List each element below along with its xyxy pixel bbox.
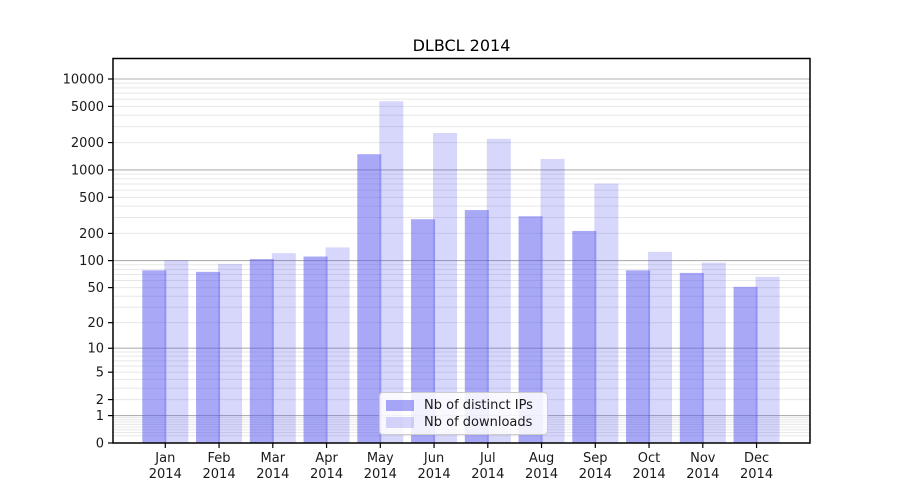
legend-swatch-distinct-ips: [386, 399, 414, 411]
bar-ips-Apr: [303, 256, 328, 443]
bar-downloads-Oct: [648, 251, 673, 443]
bar-downloads-Jan: [164, 260, 189, 443]
bar-downloads-Nov: [701, 262, 726, 443]
legend: Nb of distinct IPs Nb of downloads: [379, 392, 548, 435]
bar-downloads-May: [379, 101, 404, 443]
bar-ips-Sep: [572, 230, 597, 443]
bar-downloads-Jun: [433, 132, 458, 443]
x-tick-label-Oct: Oct 2014: [633, 451, 666, 482]
y-tick-label-1: 1: [96, 409, 104, 424]
y-tick-label-100: 100: [79, 254, 104, 269]
legend-swatch-downloads: [386, 416, 414, 428]
y-tick-label-0: 0: [96, 437, 104, 452]
legend-label-distinct-ips: Nb of distinct IPs: [424, 397, 533, 413]
bar-ips-Feb: [196, 271, 221, 443]
y-tick-label-2000: 2000: [71, 136, 104, 151]
x-tick-label-Jul: Jul 2014: [471, 451, 504, 482]
x-tick-label-Mar: Mar 2014: [256, 451, 289, 482]
y-tick-label-2: 2: [96, 393, 104, 408]
y-tick-label-50: 50: [87, 281, 104, 296]
y-tick-label-200: 200: [79, 227, 104, 242]
legend-item-distinct-ips: Nb of distinct IPs: [386, 399, 541, 412]
y-tick-label-500: 500: [79, 191, 104, 206]
x-tick-label-Jun: Jun 2014: [418, 451, 451, 482]
y-tick-label-20: 20: [87, 316, 104, 331]
chart-title: DLBCL 2014: [412, 36, 511, 55]
legend-label-downloads: Nb of downloads: [424, 414, 533, 430]
bar-ips-Jan: [142, 270, 167, 443]
x-tick-label-Apr: Apr 2014: [310, 451, 343, 482]
bar-ips-Oct: [626, 270, 651, 443]
x-tick-label-Dec: Dec 2014: [740, 451, 773, 482]
y-tick-label-5000: 5000: [71, 100, 104, 115]
x-tick-label-May: May 2014: [364, 451, 397, 482]
bar-downloads-Sep: [594, 183, 619, 443]
bar-ips-Mar: [249, 259, 274, 443]
x-tick-label-Aug: Aug 2014: [525, 451, 558, 482]
y-tick-label-5: 5: [96, 366, 104, 381]
x-tick-label-Feb: Feb 2014: [203, 451, 236, 482]
bar-ips-Nov: [679, 272, 704, 443]
x-tick-label-Sep: Sep 2014: [579, 451, 612, 482]
bar-ips-May: [357, 154, 382, 443]
bar-downloads-Dec: [755, 276, 780, 443]
y-tick-label-1000: 1000: [71, 163, 104, 178]
bar-ips-Dec: [733, 286, 758, 443]
y-tick-label-10000: 10000: [63, 72, 104, 87]
bar-downloads-Apr: [325, 247, 350, 443]
x-tick-label-Nov: Nov 2014: [686, 451, 719, 482]
legend-item-downloads: Nb of downloads: [386, 416, 541, 429]
y-tick-label-10: 10: [87, 342, 104, 357]
axes-frame: [112, 57, 811, 444]
x-tick-label-Jan: Jan 2014: [149, 451, 182, 482]
bar-downloads-Mar: [271, 253, 296, 443]
bar-downloads-Feb: [218, 263, 243, 443]
